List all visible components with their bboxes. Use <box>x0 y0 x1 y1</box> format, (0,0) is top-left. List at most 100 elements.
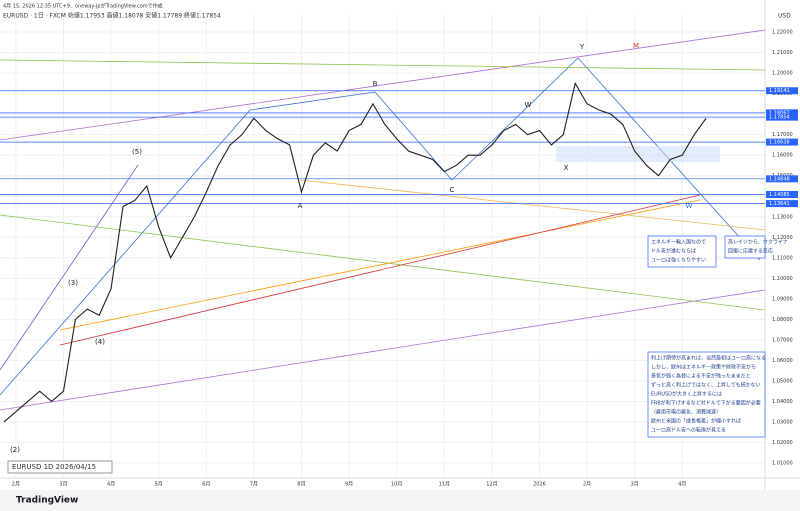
trend-line <box>0 109 251 396</box>
trend-line <box>451 57 579 181</box>
note-text: FRBが利下げするなど対ドルで下がる要因が必要 <box>651 400 761 407</box>
wave-label: M <box>633 42 639 50</box>
price-marker-box <box>766 138 798 146</box>
x-tick-label: 3月 <box>631 482 639 488</box>
y-tick-label: 1.05000 <box>772 378 793 384</box>
price-marker-label: 1.17854 <box>769 115 790 121</box>
note-text: ユーロ高ドル安への転換が見える <box>651 427 726 434</box>
zone <box>556 146 720 162</box>
note-text: エネルギー輸入国なので <box>651 239 706 246</box>
wave-label: C <box>450 186 455 194</box>
symbol-label: EURUSD 1D 2026/04/15 <box>12 463 96 471</box>
price-marker-label: 1.19141 <box>769 88 790 94</box>
wave-label: W <box>686 202 693 210</box>
price-marker-label: 1.14085 <box>769 192 790 198</box>
x-tick-label: 4月 <box>107 482 115 488</box>
trend-line <box>0 164 139 371</box>
y-tick-label: 1.08000 <box>772 317 793 323</box>
x-tick-label: 2026 <box>533 482 546 488</box>
y-tick-label: 1.06000 <box>772 358 793 364</box>
y-tick-label: 1.13000 <box>772 214 793 220</box>
drawings <box>0 29 766 411</box>
wave-label: (3) <box>68 279 78 287</box>
wave-label: X <box>564 164 569 172</box>
price-marker-box <box>766 190 798 198</box>
price-marker-box <box>766 200 798 208</box>
note-text: 欧州と米国の「成長格差」が縮小すれば <box>651 418 741 425</box>
subtitle: 4月 15, 2026 12:35 UTC+9、oneway-jpがTradin… <box>3 3 163 10</box>
x-tick-label: 5月 <box>155 482 163 488</box>
wave-label: (4) <box>95 338 105 346</box>
y-tick-label: 1.16000 <box>772 153 793 159</box>
price-marker-label: 1.14848 <box>769 176 790 182</box>
x-tick-label: 10月 <box>391 482 402 488</box>
price-marker-label: 1.16638 <box>769 140 790 146</box>
currency: USD <box>778 13 791 20</box>
y-tick-label: 1.04000 <box>772 399 793 405</box>
wave-label: A <box>298 202 303 210</box>
note-text: 利上げ期待が高まれば、当然最初はユーロ高になる <box>651 355 766 362</box>
note-text: ドル安が進むならば <box>651 248 696 255</box>
y-tick-label: 1.07000 <box>772 337 793 343</box>
x-tick-label: 2月 <box>583 482 591 488</box>
wave-label: Y <box>579 43 585 51</box>
moving-average <box>59 194 701 346</box>
trend-line <box>0 289 766 411</box>
trend-line <box>0 214 766 311</box>
x-tick-label: 12月 <box>486 482 497 488</box>
x-tick-label: 7月 <box>250 482 258 488</box>
note-box <box>724 235 766 259</box>
y-tick-label: 1.11000 <box>772 255 793 261</box>
price-line <box>3 81 707 423</box>
symbol-box <box>7 460 113 474</box>
brand: TradingView <box>16 496 78 506</box>
note-text: ずっと高く利上げではなく、上昇しても続かない <box>651 382 761 389</box>
x-tick-label: 11月 <box>439 482 450 488</box>
y-tick-label: 1.02000 <box>772 440 793 446</box>
price-marker-box <box>766 109 798 117</box>
y-tick-label: 1.21000 <box>772 50 793 56</box>
trend-line <box>374 91 453 181</box>
wave-label: B <box>373 80 378 88</box>
moving-average <box>59 199 701 331</box>
x-tick-label: 9月 <box>345 482 353 488</box>
y-tick-label: 1.12000 <box>772 235 793 241</box>
x-tick-label: 6月 <box>202 482 210 488</box>
y-tick-label: 1.10000 <box>772 276 793 282</box>
y-tick-label: 1.22000 <box>772 30 793 36</box>
note-text: 高レイジから、ウクライナ <box>728 239 788 246</box>
trend-line <box>249 91 376 111</box>
y-tick-label: 1.03000 <box>772 419 793 425</box>
chart-title: EURUSD · 1日 · FXCM 始値1.17953 高値1.18078 安… <box>3 12 221 20</box>
price-marker-box <box>766 87 798 95</box>
trend-line <box>0 29 766 141</box>
wave-label: (5) <box>132 148 142 156</box>
note-text: EURUSDが大きく上昇するには <box>651 391 722 398</box>
trend-line <box>299 179 766 231</box>
note-text: ユーロは強くなりやすい <box>651 257 706 264</box>
y-tick-label: 1.17000 <box>772 132 793 138</box>
price-marker-label: 1.18062 <box>769 110 790 116</box>
x-tick-label: 2月 <box>12 482 20 488</box>
price-marker-box <box>766 113 798 121</box>
note-text: 回復に応援する反応 <box>728 248 773 255</box>
footer <box>0 490 800 511</box>
grid <box>0 14 765 478</box>
trend-line <box>0 59 766 71</box>
price-marker-box <box>766 175 798 183</box>
y-tick-label: 1.01000 <box>772 461 793 467</box>
wave-label: (2) <box>10 446 20 454</box>
x-tick-label: 4月 <box>678 482 686 488</box>
x-tick-label: 3月 <box>59 482 67 488</box>
note-box <box>647 235 717 268</box>
note-box <box>647 351 766 438</box>
x-tick-label: 8月 <box>297 482 305 488</box>
note-text: （雇用市場の悪化、消費減速） <box>651 409 721 416</box>
note-text: しかし、欧州はエネルギー政策や財政不安から <box>651 364 756 371</box>
price-marker-label: 1.13641 <box>769 201 790 207</box>
y-tick-label: 1.09000 <box>772 296 793 302</box>
wave-label: W <box>525 101 532 109</box>
note-text: 景気が弱く為替による不安が残ったままだと <box>651 373 751 380</box>
y-tick-label: 1.20000 <box>772 71 793 77</box>
